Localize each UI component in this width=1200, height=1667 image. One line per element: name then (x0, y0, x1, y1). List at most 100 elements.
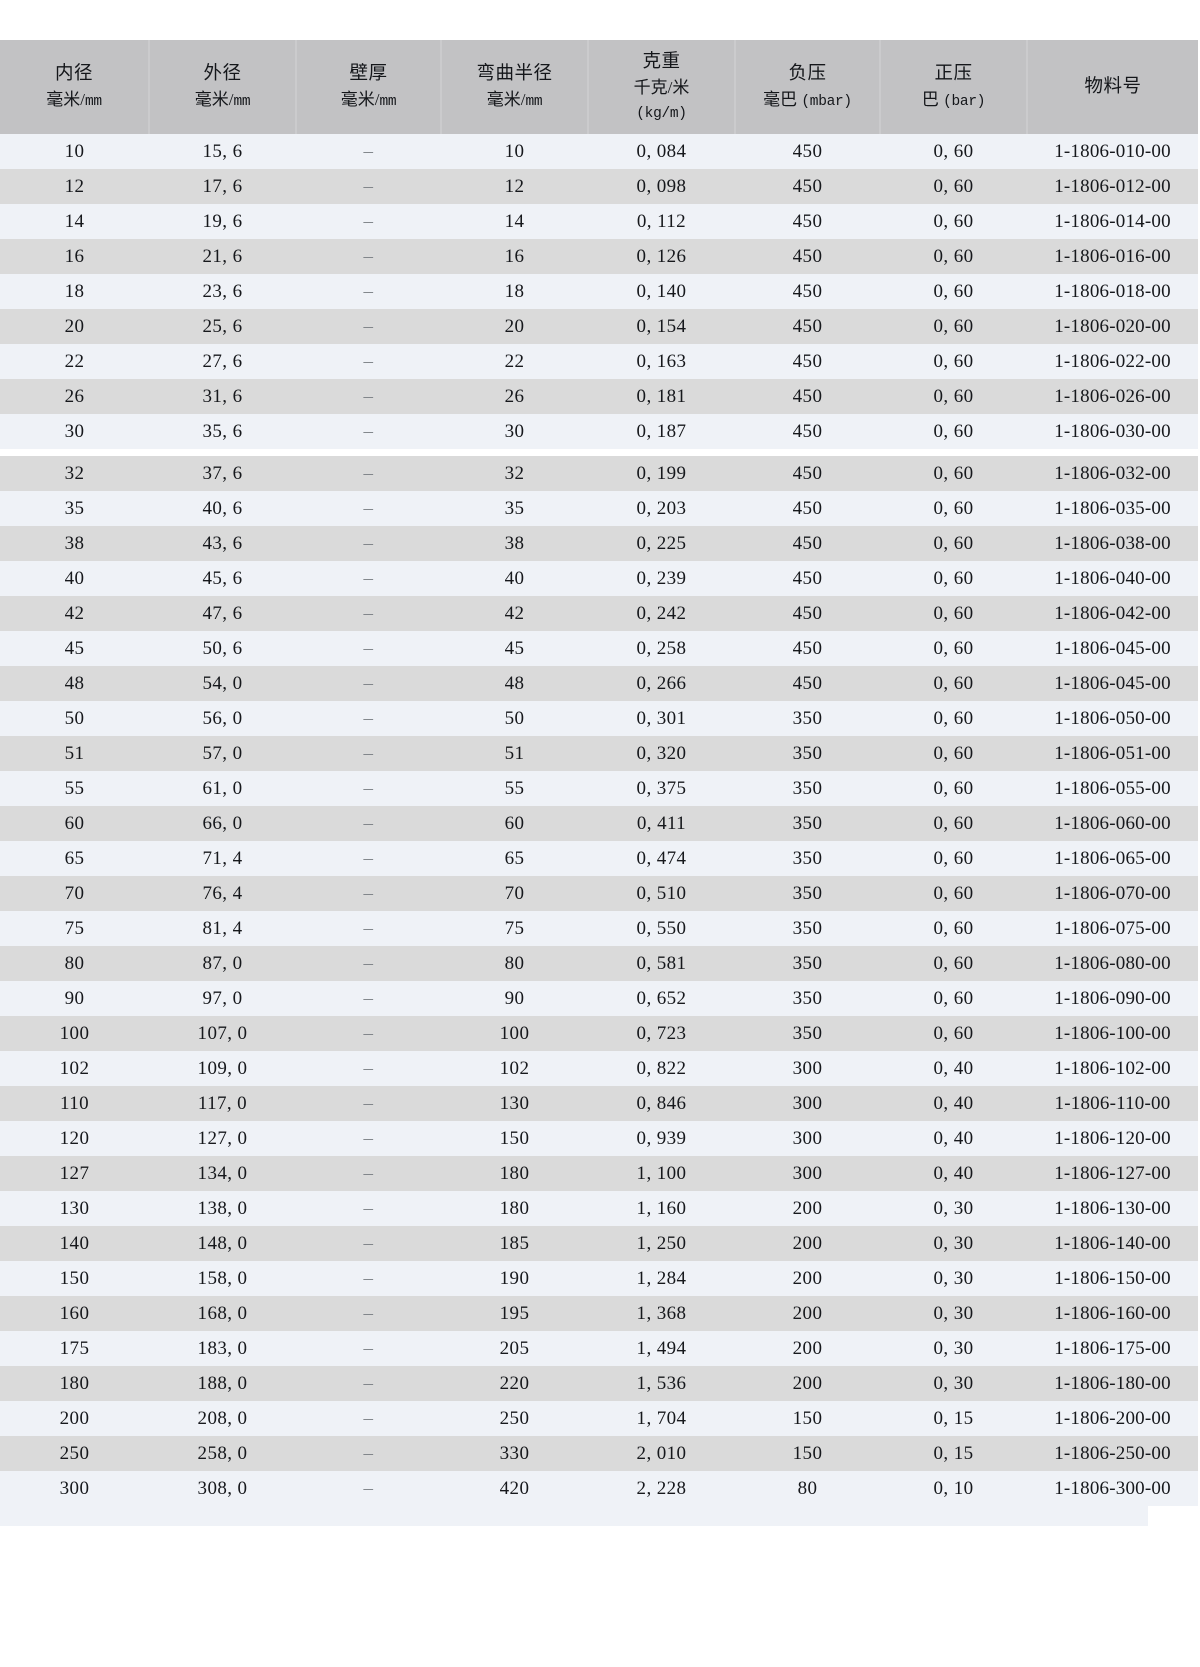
cell-inner-diameter: 102 (59, 1057, 90, 1079)
cell-weight: 0, 822 (636, 1057, 687, 1079)
cell-weight: 0, 203 (636, 497, 687, 519)
cell-inner-diameter: 12 (64, 175, 85, 197)
table-row: 75 81, 4 – 75 0, 550 350 0, 60 1-1806-075-00 (0, 911, 1198, 946)
cell-bend-radius: 250 (499, 1407, 530, 1429)
cell-outer-diameter: 107, 0 (197, 1022, 248, 1044)
cell-bend-radius: 10 (504, 140, 525, 162)
cell-bend-radius: 50 (504, 707, 525, 729)
cell-pressure: 0, 60 (933, 882, 974, 904)
cell-inner-diameter: 45 (64, 637, 85, 659)
cell-outer-diameter: 148, 0 (197, 1232, 248, 1254)
cell-bend-radius: 420 (499, 1477, 530, 1499)
cell-weight: 0, 320 (636, 742, 687, 764)
cell-bend-radius: 102 (499, 1057, 530, 1079)
cell-material-number: 1-1806-032-00 (1054, 462, 1171, 484)
cell-material-number: 1-1806-127-00 (1054, 1162, 1171, 1184)
cell-pressure: 0, 60 (933, 280, 974, 302)
cell-bend-radius: 18 (504, 280, 525, 302)
cell-inner-diameter: 20 (64, 315, 85, 337)
cell-weight: 0, 242 (636, 602, 687, 624)
cell-wall-thickness: – (363, 532, 374, 554)
cell-pressure: 0, 30 (933, 1302, 974, 1324)
cell-outer-diameter: 25, 6 (202, 315, 243, 337)
cell-vacuum: 200 (792, 1302, 823, 1324)
cell-wall-thickness: – (363, 1407, 374, 1429)
cell-outer-diameter: 188, 0 (197, 1372, 248, 1394)
cell-material-number: 1-1806-012-00 (1054, 175, 1171, 197)
cell-weight: 2, 228 (636, 1477, 687, 1499)
cell-vacuum: 350 (792, 847, 823, 869)
cell-inner-diameter: 80 (64, 952, 85, 974)
cell-inner-diameter: 130 (59, 1197, 90, 1219)
cell-material-number: 1-1806-080-00 (1054, 952, 1171, 974)
cell-inner-diameter: 70 (64, 882, 85, 904)
cell-material-number: 1-1806-150-00 (1054, 1267, 1171, 1289)
cell-weight: 0, 301 (636, 707, 687, 729)
cell-material-number: 1-1806-016-00 (1054, 245, 1171, 267)
cell-outer-diameter: 17, 6 (202, 175, 243, 197)
column-header-inner-diameter-label: 内径 (54, 64, 93, 85)
cell-outer-diameter: 23, 6 (202, 280, 243, 302)
cell-vacuum: 350 (792, 777, 823, 799)
cell-inner-diameter: 14 (64, 210, 85, 232)
table-row: 80 87, 0 – 80 0, 581 350 0, 60 1-1806-080-00 (0, 946, 1198, 981)
cell-bend-radius: 150 (499, 1127, 530, 1149)
cell-vacuum: 350 (792, 1022, 823, 1044)
cell-wall-thickness: – (363, 847, 374, 869)
cell-vacuum: 450 (792, 210, 823, 232)
cell-wall-thickness: – (363, 637, 374, 659)
cell-bend-radius: 195 (499, 1302, 530, 1324)
table-row: 100 107, 0 – 100 0, 723 350 0, 60 1-1806-100-00 (0, 1016, 1198, 1051)
cell-weight: 0, 112 (636, 210, 687, 232)
cell-material-number: 1-1806-140-00 (1054, 1232, 1171, 1254)
cell-bend-radius: 16 (504, 245, 525, 267)
table-body: 10 15, 6–10 0, 084 450 0, 60 1-1806-010-00 12 1… (0, 134, 1198, 1506)
column-header-bend-radius-unit: 毫米/mm (486, 89, 543, 110)
table-row: 160 168, 0 – 195 1, 368 200 0, 30 1-1806-160-00 (0, 1296, 1198, 1331)
cell-outer-diameter: 109, 0 (197, 1057, 248, 1079)
cell-pressure: 0, 60 (933, 315, 974, 337)
cell-bend-radius: 40 (504, 567, 525, 589)
cell-vacuum: 450 (792, 280, 823, 302)
cell-bend-radius: 30 (504, 420, 525, 442)
table-row: 180 188, 0 – 220 1, 536 200 0, 30 1-1806-180-00 (0, 1366, 1198, 1401)
table-row: 120 127, 0 – 150 0, 939 300 0, 40 1-1806-120-00 (0, 1121, 1198, 1156)
table-row: 127 134, 0 – 180 1, 100 300 0, 40 1-1806-127-00 (0, 1156, 1198, 1191)
cell-material-number: 1-1806-180-00 (1054, 1372, 1171, 1394)
cell-material-number: 1-1806-020-00 (1054, 315, 1171, 337)
cell-material-number: 1-1806-038-00 (1054, 532, 1171, 554)
cell-wall-thickness: – (363, 497, 374, 519)
cell-wall-thickness: – (363, 812, 374, 834)
cell-pressure: 0, 60 (933, 672, 974, 694)
cell-pressure: 0, 40 (933, 1127, 974, 1149)
cell-bend-radius: 185 (499, 1232, 530, 1254)
cell-vacuum: 450 (792, 420, 823, 442)
cell-pressure: 0, 30 (933, 1337, 974, 1359)
cell-pressure: 0, 60 (933, 742, 974, 764)
cell-vacuum: 300 (792, 1092, 823, 1114)
cell-bend-radius: 205 (499, 1337, 530, 1359)
cell-weight: 1, 284 (636, 1267, 687, 1289)
cell-outer-diameter: 117, 0 (197, 1092, 248, 1114)
table-header: 内径 毫米/mm 外径 毫米/mm 壁厚 毫米/mm 弯曲半径 毫米/mm 克重 (0, 40, 1198, 134)
cell-wall-thickness: – (363, 1127, 374, 1149)
cell-pressure: 0, 60 (933, 637, 974, 659)
cell-vacuum: 450 (792, 385, 823, 407)
cell-outer-diameter: 87, 0 (202, 952, 243, 974)
table-row: 50 56, 0 – 50 0, 301 350 0, 60 1-1806-050-00 (0, 701, 1198, 736)
cell-weight: 0, 084 (636, 140, 687, 162)
table-row: 32 37, 6 – 32 0, 199 450 0, 60 1-1806-032-00 (0, 456, 1198, 491)
cell-material-number: 1-1806-175-00 (1054, 1337, 1171, 1359)
cell-vacuum: 450 (792, 567, 823, 589)
cell-bend-radius: 12 (504, 175, 525, 197)
cell-material-number: 1-1806-160-00 (1054, 1302, 1171, 1324)
cell-outer-diameter: 66, 0 (202, 812, 243, 834)
cell-wall-thickness: – (363, 1372, 374, 1394)
cell-wall-thickness: – (363, 175, 374, 197)
cell-inner-diameter: 150 (59, 1267, 90, 1289)
cell-inner-diameter: 65 (64, 847, 85, 869)
cell-wall-thickness: – (363, 280, 374, 302)
cell-inner-diameter: 110 (60, 1092, 89, 1114)
cell-weight: 1, 250 (636, 1232, 687, 1254)
header-row: 内径 毫米/mm 外径 毫米/mm 壁厚 毫米/mm 弯曲半径 毫米/mm 克重 (0, 40, 1198, 134)
